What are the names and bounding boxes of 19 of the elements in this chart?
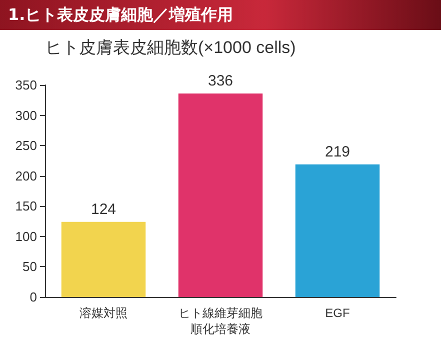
data-label: 124 — [90, 200, 116, 218]
bar — [61, 222, 146, 297]
y-tick-label: 250 — [15, 138, 37, 154]
data-label: 336 — [208, 72, 234, 90]
chart-title: 1.ヒト表皮皮膚細胞／増殖作用 — [0, 0, 441, 30]
y-tick-label: 50 — [22, 259, 37, 274]
x-tick-label: 溶媒対照 — [80, 306, 128, 320]
y-tick-label: 150 — [15, 198, 37, 214]
y-tick-label: 300 — [15, 108, 37, 123]
y-tick-label: 100 — [15, 228, 37, 244]
y-tick-label: 0 — [30, 290, 37, 304]
bar — [295, 164, 380, 297]
y-tick-label: 200 — [15, 168, 37, 184]
bar — [178, 93, 263, 297]
x-tick-label: ヒト線維芽細胞順化培養液 — [178, 306, 262, 336]
y-tick-label: 350 — [15, 78, 37, 92]
chart-subtitle: ヒト皮膚表皮細胞数(×1000 cells) — [45, 38, 296, 57]
data-label: 219 — [324, 143, 350, 160]
x-tick-label: EGF — [325, 306, 350, 320]
